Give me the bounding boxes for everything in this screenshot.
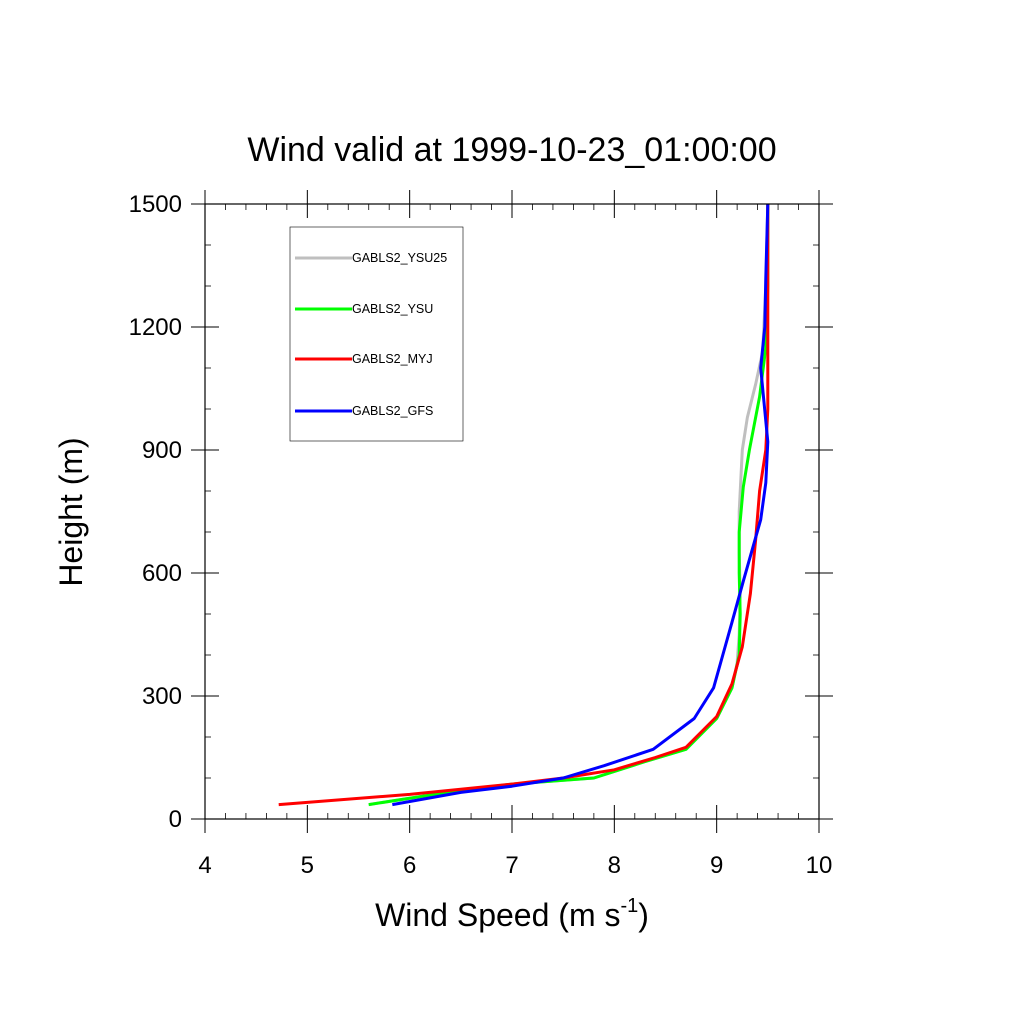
x-axis-label-superscript: -1 [620,895,638,917]
plot-frame [204,203,820,820]
x-axis-label-main: Wind Speed (m s [375,897,620,933]
x-tick-label: 4 [198,852,211,879]
series-lines [278,203,770,807]
y-tick-label: 300 [142,683,182,710]
x-axis-label: Wind Speed (m s-1) [375,895,649,933]
tick-labels: 4 5 6 7 8 9 10 0 300 600 900 1200 1500 [129,191,833,879]
legend-box [289,226,464,442]
x-axis-label-end: ) [638,897,649,933]
x-tick-label: 7 [505,852,518,879]
y-axis-label: Height (m) [53,437,89,586]
legend-label: GABLS2_YSU [352,302,433,316]
x-tick-label: 5 [301,852,314,879]
legend-label: GABLS2_YSU25 [352,251,447,265]
y-tick-label: 600 [142,560,182,587]
x-tick-label: 6 [403,852,416,879]
legend-label: GABLS2_MYJ [352,352,433,366]
legend-label: GABLS2_GFS [352,404,433,418]
x-tick-label: 8 [608,852,621,879]
y-tick-label: 1200 [129,314,182,341]
y-tick-label: 0 [169,806,182,833]
x-tick-label: 9 [710,852,723,879]
chart-title: Wind valid at 1999-10-23_01:00:00 [247,131,776,169]
y-tick-label: 900 [142,437,182,464]
y-tick-label: 1500 [129,191,182,218]
x-tick-label: 10 [806,852,833,879]
legend: GABLS2_YSU25 GABLS2_YSU GABLS2_MYJ GABLS2_G… [289,226,464,442]
axis-ticks [191,190,833,833]
series-line-gabls2-ysu [368,204,770,807]
series-line-gabls2-gfs [392,203,770,807]
